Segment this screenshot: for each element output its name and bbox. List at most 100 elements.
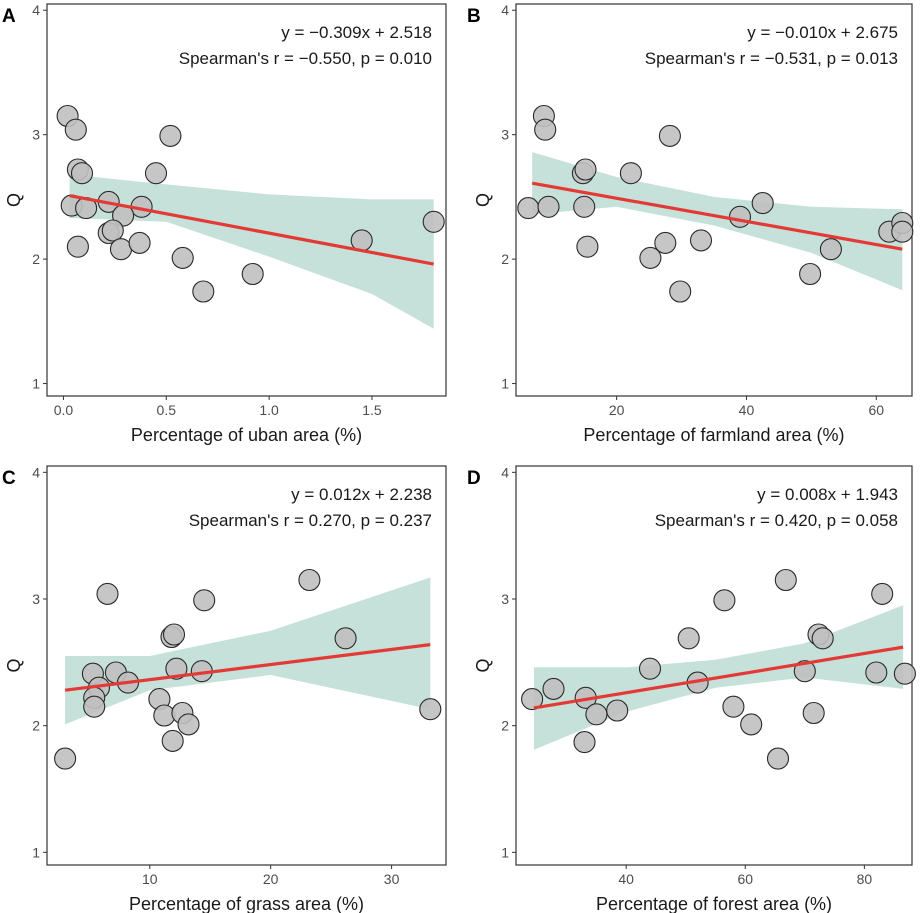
data-point <box>521 688 544 711</box>
data-point <box>893 662 916 685</box>
x-tick-label: 20 <box>609 402 625 418</box>
data-point <box>802 701 825 725</box>
y-tick-label: 3 <box>32 591 40 607</box>
data-point <box>177 713 200 736</box>
data-point <box>298 568 321 592</box>
data-point <box>573 731 596 754</box>
data-point <box>638 657 662 680</box>
data-point <box>534 118 557 141</box>
regression-line <box>533 645 904 710</box>
data-point <box>799 262 822 286</box>
panel-b: B 1 2 3 4 20 40 60 Percentage of farmland area (… <box>467 2 914 445</box>
x-axis-title: Percentage of farmland area (%) <box>583 425 844 445</box>
data-point <box>819 238 842 261</box>
y-axis-title: Q <box>473 193 493 207</box>
y-tick-label: 2 <box>501 251 509 267</box>
data-point <box>109 238 133 261</box>
regression-equation: y = −0.309x + 2.518 <box>281 23 432 42</box>
data-point <box>162 623 186 646</box>
data-point <box>159 124 182 147</box>
data-point <box>193 589 216 612</box>
data-point <box>101 219 124 242</box>
y-tick-label: 1 <box>501 376 509 392</box>
x-axis-title: Percentage of grass area (%) <box>129 894 364 913</box>
x-tick-label: 1.5 <box>362 402 382 418</box>
data-point <box>891 220 914 243</box>
y-tick-label: 1 <box>32 844 40 860</box>
data-point <box>517 197 540 220</box>
y-tick-label: 1 <box>32 376 40 392</box>
panel-d: D 1 2 3 4 40 60 80 Percentage of forest area (%)… <box>467 464 916 913</box>
data-point <box>171 246 194 269</box>
spearman-stat: Spearman's r = −0.531, p = 0.013 <box>645 49 898 68</box>
regression-equation: y = 0.012x + 2.238 <box>291 485 432 504</box>
data-point <box>422 210 445 233</box>
data-point <box>811 627 834 650</box>
y-tick-label: 3 <box>501 127 509 143</box>
data-point <box>774 568 797 592</box>
data-point <box>573 195 596 218</box>
data-point <box>713 589 736 612</box>
x-tick-label: 0.0 <box>54 402 74 418</box>
x-tick-label: 0.5 <box>157 402 177 418</box>
y-tick-label: 2 <box>501 718 509 734</box>
data-point <box>419 698 442 721</box>
data-point <box>576 235 599 258</box>
data-point <box>728 205 752 228</box>
panel-letter: B <box>467 6 481 27</box>
data-point <box>542 677 565 700</box>
regression-line <box>531 181 903 251</box>
x-tick-label: 80 <box>857 871 873 887</box>
data-point <box>606 699 629 722</box>
x-tick-label: 60 <box>869 402 885 418</box>
data-point <box>677 627 700 650</box>
data-point <box>83 695 106 718</box>
data-point <box>669 280 692 303</box>
data-point <box>751 192 774 215</box>
confidence-band <box>532 152 903 291</box>
data-point <box>871 582 894 605</box>
regression-equation: y = 0.008x + 1.943 <box>757 485 898 504</box>
y-tick-label: 4 <box>32 2 40 18</box>
data-point <box>619 162 642 185</box>
data-point <box>639 246 662 269</box>
spearman-stat: Spearman's r = 0.420, p = 0.058 <box>655 511 898 530</box>
y-tick-label: 3 <box>32 127 40 143</box>
y-tick-label: 4 <box>501 464 509 480</box>
data-point <box>66 235 89 258</box>
panel-c: C 1 2 3 4 10 20 30 Percentage of grass area (%) Q… <box>2 464 447 913</box>
data-point <box>54 747 77 770</box>
x-tick-label: 10 <box>142 871 158 887</box>
y-tick-label: 4 <box>501 2 509 18</box>
data-point <box>740 713 763 736</box>
data-point <box>722 695 745 718</box>
data-point <box>241 262 264 286</box>
y-axis-title: Q <box>473 658 493 672</box>
data-point <box>165 657 188 680</box>
regression-line <box>69 194 434 266</box>
data-point <box>766 747 790 770</box>
panel-letter: C <box>2 468 16 489</box>
y-tick-label: 4 <box>32 464 40 480</box>
y-axis-title: Q <box>4 658 24 672</box>
data-point <box>96 582 119 605</box>
regression-line <box>64 643 431 692</box>
data-point <box>658 124 681 147</box>
x-tick-label: 20 <box>263 871 279 887</box>
regression-equation: y = −0.010x + 2.675 <box>747 23 898 42</box>
data-point <box>689 229 713 252</box>
x-tick-label: 1.0 <box>259 402 279 418</box>
data-point <box>128 231 151 254</box>
spearman-stat: Spearman's r = −0.550, p = 0.010 <box>179 49 432 68</box>
data-point <box>585 703 608 726</box>
x-tick-label: 40 <box>739 402 755 418</box>
data-point <box>865 661 888 684</box>
data-point <box>161 729 184 752</box>
data-point <box>64 118 87 141</box>
y-tick-label: 3 <box>501 591 509 607</box>
y-axis-title: Q <box>4 193 24 207</box>
data-point <box>793 660 816 683</box>
x-tick-label: 30 <box>384 871 400 887</box>
